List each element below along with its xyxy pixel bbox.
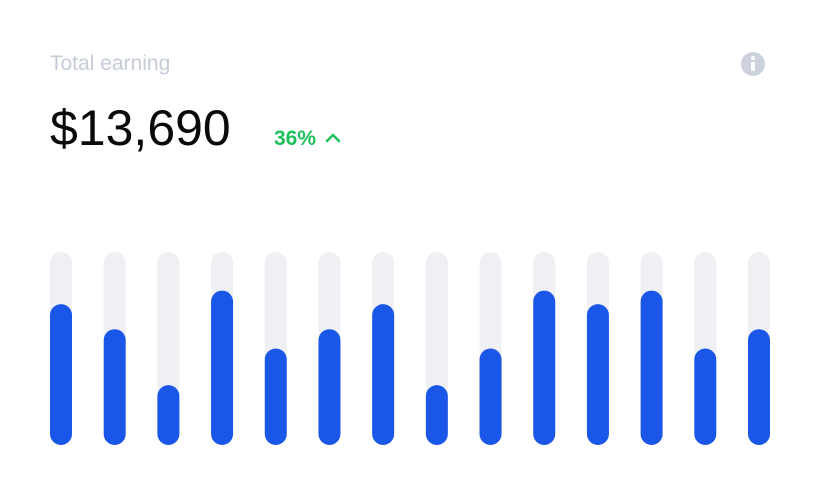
bar [264,348,287,445]
bar [372,304,395,445]
bar [640,290,663,445]
bar [586,304,609,445]
bar [533,290,556,445]
bar [748,329,770,445]
card-title: Total earning [50,52,170,75]
bar [103,329,126,445]
bar [479,348,502,445]
amount: $13,690 [50,100,231,156]
info-stem [751,62,755,71]
bar [50,304,72,445]
change: 36% [274,127,316,150]
info-icon[interactable] [741,52,765,76]
bar [318,329,341,445]
bar [425,385,448,445]
up-caret [325,133,341,143]
bar [694,348,717,445]
bar [157,385,180,445]
bar [211,290,234,445]
info-dot [751,56,755,60]
